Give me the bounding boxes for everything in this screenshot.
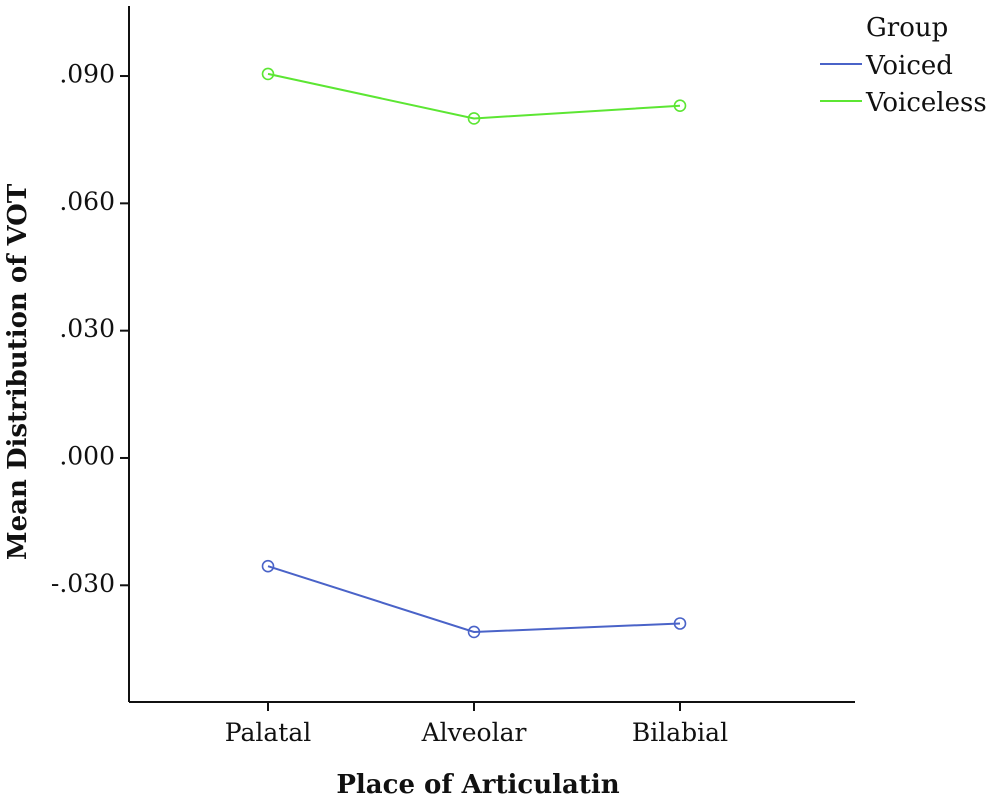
series-line-voiced xyxy=(267,565,681,633)
legend-label: Voiceless xyxy=(865,88,987,118)
y-axis-title: Mean Distribution of VOT xyxy=(3,183,33,560)
data-point-voiceless xyxy=(467,112,481,125)
series-voiced xyxy=(261,559,687,639)
legend: Group Voiced Voiceless xyxy=(820,13,987,118)
x-tick-label: Palatal xyxy=(225,718,311,747)
legend-entry-voiced: Voiced xyxy=(820,51,953,81)
legend-label: Voiced xyxy=(865,51,953,81)
x-axis-title: Place of Articulatin xyxy=(336,770,619,800)
legend-entry-voiceless: Voiceless xyxy=(820,88,987,118)
data-point-voiced xyxy=(673,617,687,630)
y-ticks: -.030 .000 .030 .060 .090 xyxy=(51,60,129,598)
data-point-voiceless xyxy=(261,67,275,81)
x-tick-label: Alveolar xyxy=(421,718,527,747)
x-ticks: Palatal Alveolar Bilabial xyxy=(225,702,728,747)
y-tick-label: .060 xyxy=(59,187,115,216)
series-layer xyxy=(261,67,687,639)
y-tick-label: .000 xyxy=(59,441,115,470)
legend-entries: Voiced Voiceless xyxy=(820,51,987,118)
x-tick-label: Bilabial xyxy=(632,718,728,747)
y-tick-label: .090 xyxy=(59,60,115,89)
plot-area: -.030 .000 .030 .060 .090 Palatal Alveolar Bil… xyxy=(51,6,855,747)
y-tick-label: .030 xyxy=(59,314,115,343)
data-point-voiced xyxy=(467,625,481,639)
y-tick-label: -.030 xyxy=(51,569,115,598)
data-point-voiceless xyxy=(673,99,687,113)
series-line-voiceless xyxy=(267,72,681,120)
series-voiceless xyxy=(261,67,687,125)
data-point-voiced xyxy=(261,559,275,573)
legend-title: Group xyxy=(866,13,948,43)
